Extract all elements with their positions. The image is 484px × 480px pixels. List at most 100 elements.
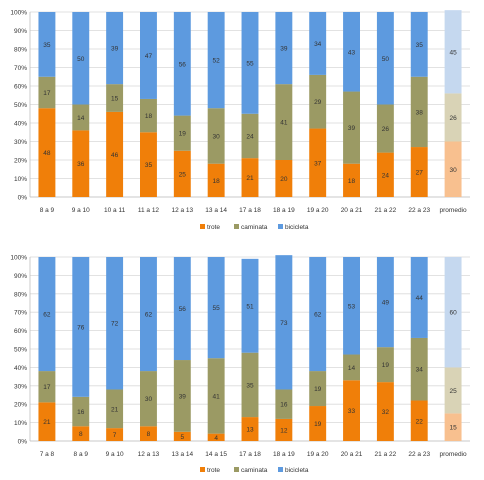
data-label: 34	[314, 41, 322, 48]
x-tick-label: 12 a 13	[171, 207, 193, 214]
data-label: 15	[449, 425, 457, 432]
data-label: 32	[382, 409, 390, 416]
bar-group-8-a-9: 48 17 35	[38, 12, 56, 197]
y-tick-label: 70%	[14, 65, 27, 72]
bar-segment-trote	[140, 132, 157, 197]
data-label: 19	[314, 386, 322, 393]
data-label: 62	[43, 312, 51, 319]
bar-segment-bicicleta	[173, 257, 191, 361]
bar-segment-trote	[207, 433, 225, 441]
bar-group-9-a-10: 7 21 72	[106, 257, 124, 441]
y-tick-label: 60%	[14, 84, 27, 91]
legend: trote caminata bicicleta	[200, 467, 309, 474]
x-tick-label: 10 a 11	[104, 207, 126, 214]
data-label: 73	[280, 320, 288, 327]
x-tick-label: 21 a 22	[375, 207, 397, 214]
y-tick-label: 50%	[14, 102, 27, 109]
x-tick-label: 19 a 20	[307, 207, 329, 214]
bar-segment-trote	[410, 400, 428, 441]
bar-segment-bicicleta	[309, 257, 327, 372]
x-tick-label: promedio	[440, 207, 467, 214]
bar-segment-trote	[38, 108, 56, 197]
data-label: 4	[214, 435, 218, 442]
data-label: 16	[280, 402, 288, 409]
bar-segment-caminata	[38, 371, 56, 403]
data-label: 35	[43, 42, 51, 49]
data-label: 21	[246, 175, 254, 182]
data-label: 15	[111, 96, 119, 103]
legend-label-trote: trote	[207, 467, 220, 474]
bar-segment-caminata	[140, 371, 157, 427]
bar-group-13-a-14: 18 30 52	[207, 12, 225, 197]
data-label: 25	[449, 388, 457, 395]
data-label: 17	[43, 90, 51, 97]
y-tick-label: 10%	[14, 420, 27, 427]
bar-segment-trote	[343, 380, 360, 441]
x-tick-label: 12 a 13	[138, 451, 160, 458]
bar-segment-bicicleta	[207, 12, 225, 109]
bar-segment-bicicleta	[207, 257, 225, 359]
x-tick-label: 22 a 23	[408, 451, 430, 458]
bar-group-14-a-15: 4 41 55	[207, 257, 225, 442]
bar-segment-bicicleta	[376, 12, 394, 105]
x-tick-label: promedio	[440, 451, 467, 458]
bar-segment-bicicleta	[106, 12, 124, 85]
bar-group-9-a-10: 36 14 50	[72, 12, 90, 197]
data-label: 72	[111, 321, 119, 328]
data-label: 62	[314, 312, 322, 319]
legend-label-bicicleta: bicicleta	[285, 224, 309, 231]
bar-group-22-a-23: 27 38 35	[410, 12, 428, 197]
data-label: 35	[416, 42, 424, 49]
data-label: 33	[348, 408, 356, 415]
data-label: 41	[280, 120, 288, 127]
bar-group-18-a-19: 20 41 39	[275, 12, 293, 197]
bar-segment-caminata	[72, 104, 90, 131]
bar-segment-bicicleta	[376, 257, 394, 348]
bar-segment-trote	[140, 426, 157, 441]
y-tick-label: 90%	[14, 28, 27, 35]
x-tick-label: 13 a 14	[205, 207, 227, 214]
data-label: 18	[213, 178, 221, 185]
data-label: 14	[77, 115, 85, 122]
data-label: 44	[416, 295, 424, 302]
bar-segment-trote	[173, 431, 191, 441]
legend-swatch-bicicleta	[278, 224, 283, 229]
x-tick-label: 18 a 19	[273, 451, 295, 458]
data-label: 76	[77, 324, 85, 331]
data-label: 37	[314, 160, 322, 167]
x-tick-label: 20 a 21	[341, 451, 363, 458]
y-tick-label: 0%	[18, 439, 28, 446]
bar-group-10-a-11: 46 15 39	[106, 12, 124, 197]
bar-segment-caminata	[140, 98, 157, 133]
data-label: 34	[416, 367, 424, 374]
data-label: 35	[246, 382, 254, 389]
bar-segment-bicicleta	[140, 12, 157, 99]
y-tick-label: 50%	[14, 347, 27, 354]
bar-segment-bicicleta	[38, 257, 56, 372]
data-label: 24	[382, 172, 390, 179]
bar-group-promedio: 30 26 45	[444, 10, 462, 197]
bar-group-8-a-9: 8 16 76	[72, 257, 90, 441]
bar-group-20-a-21: 18 39 43	[343, 12, 360, 197]
y-tick-label: 40%	[14, 365, 27, 372]
data-label: 8	[79, 431, 83, 438]
legend-swatch-bicicleta	[278, 467, 283, 472]
bar-segment-trote	[444, 413, 462, 441]
y-tick-label: 60%	[14, 328, 27, 335]
bar-segment-bicicleta	[410, 12, 428, 77]
legend-label-caminata: caminata	[241, 467, 268, 474]
bar-segment-caminata	[241, 113, 259, 159]
data-label: 52	[213, 58, 221, 65]
bar-segment-caminata	[444, 93, 462, 142]
bar-segment-caminata	[72, 396, 90, 427]
data-label: 27	[416, 170, 424, 177]
bar-segment-bicicleta	[275, 255, 293, 390]
y-tick-label: 30%	[14, 383, 27, 390]
bar-segment-bicicleta	[72, 12, 90, 105]
x-tick-label: 14 a 15	[205, 451, 227, 458]
data-label: 17	[43, 384, 51, 391]
data-label: 5	[180, 434, 184, 441]
data-label: 56	[179, 61, 187, 68]
bar-group-20-a-21: 33 14 53	[343, 257, 360, 441]
data-label: 26	[449, 115, 457, 122]
